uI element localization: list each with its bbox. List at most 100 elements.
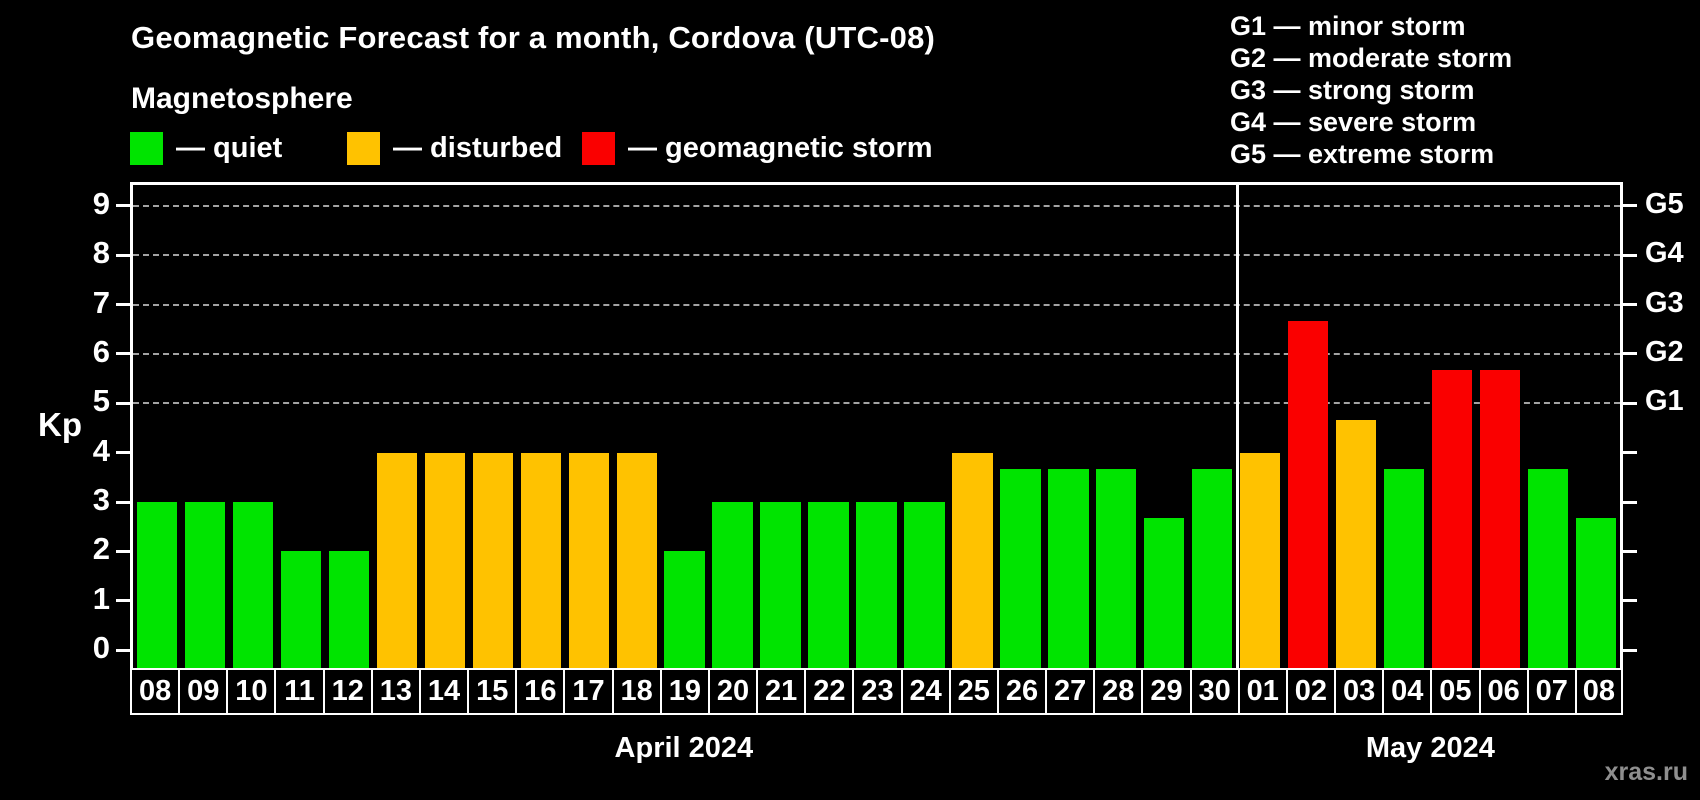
day-label-may-07: 07 xyxy=(1526,668,1577,715)
right-tick-kp6 xyxy=(1623,352,1637,356)
kp-bar-day-16-apr xyxy=(520,452,561,668)
gridline-kp8 xyxy=(133,254,1620,257)
y-tick-label-3: 3 xyxy=(92,482,110,518)
watermark-xras: xras.ru xyxy=(1604,758,1688,786)
day-label-may-05: 05 xyxy=(1430,668,1481,715)
left-tick-kp9 xyxy=(116,204,130,208)
kp-bar-day-05-may xyxy=(1431,370,1473,668)
x-axis-day-labels: 08 09 10 11 12 13 14 15 16 17 18 19 20 21 22 23 24 25 26 27… xyxy=(130,668,1623,715)
right-tick-kp9 xyxy=(1623,204,1637,208)
kp-bar-day-17-apr xyxy=(568,452,609,668)
g-legend-line-g3: G3 — strong storm xyxy=(1230,75,1475,105)
kp-bar-day-15-apr xyxy=(472,452,513,668)
y-tick-label-0: 0 xyxy=(92,630,110,666)
kp-bar-day-19-apr xyxy=(664,551,705,668)
day-label-apr-18: 18 xyxy=(611,668,662,715)
kp-bar-day-01-may xyxy=(1240,452,1281,668)
y-tick-label-6: 6 xyxy=(92,333,110,369)
kp-bar-day-22-apr xyxy=(808,502,849,668)
day-label-apr-28: 28 xyxy=(1093,668,1144,715)
left-tick-kp8 xyxy=(116,253,130,257)
g-legend-line-g1: G1 — minor storm xyxy=(1230,11,1466,41)
day-label-apr-11: 11 xyxy=(274,668,325,715)
kp-bar-day-30-apr xyxy=(1192,468,1233,668)
day-label-apr-16: 16 xyxy=(515,668,566,715)
g-legend-line-g4: G4 — severe storm xyxy=(1230,107,1477,137)
left-tick-kp1 xyxy=(116,599,130,603)
day-label-apr-23: 23 xyxy=(852,668,903,715)
kp-bar-day-12-apr xyxy=(328,551,369,668)
kp-bar-day-20-apr xyxy=(712,502,753,668)
y-tick-label-7: 7 xyxy=(92,284,110,320)
chart-subtitle-magnetosphere: Magnetosphere xyxy=(131,82,353,115)
kp-bar-day-18-apr xyxy=(616,452,657,668)
kp-bar-day-02-may xyxy=(1288,320,1329,668)
day-label-apr-25: 25 xyxy=(948,668,999,715)
day-label-may-04: 04 xyxy=(1382,668,1433,715)
y-tick-label-1: 1 xyxy=(92,580,110,616)
kp-bar-day-08-may xyxy=(1575,518,1617,668)
legend-item-storm: — geomagnetic storm xyxy=(582,130,933,166)
g-tick-label-g4: G4 xyxy=(1645,237,1684,270)
day-label-apr-12: 12 xyxy=(322,668,373,715)
right-tick-kp7 xyxy=(1623,303,1637,306)
kp-bar-day-11-apr xyxy=(280,551,322,668)
kp-bar-day-29-apr xyxy=(1144,518,1185,668)
month-separator-line xyxy=(1236,185,1240,668)
left-tick-kp2 xyxy=(116,549,130,553)
g-legend-line-g2: G2 — moderate storm xyxy=(1230,43,1513,73)
right-tick-kp0 xyxy=(1623,648,1637,652)
day-label-apr-19: 19 xyxy=(659,668,710,715)
kp-bar-day-09-apr xyxy=(184,502,226,668)
left-tick-kp7 xyxy=(116,303,130,306)
g-tick-label-g2: G2 xyxy=(1645,335,1684,368)
kp-bar-day-24-apr xyxy=(904,502,945,668)
legend-label-quiet: — quiet xyxy=(176,131,283,164)
left-tick-kp3 xyxy=(116,500,130,504)
kp-bar-day-25-apr xyxy=(952,452,993,668)
day-label-apr-09: 09 xyxy=(178,668,229,715)
legend-label-disturbed: — disturbed xyxy=(393,131,563,164)
kp-bar-day-10-apr xyxy=(232,502,274,668)
day-label-may-01: 01 xyxy=(1237,668,1288,715)
kp-bar-day-06-may xyxy=(1479,370,1521,668)
right-tick-kp4 xyxy=(1623,451,1637,455)
kp-bar-day-04-may xyxy=(1383,468,1425,668)
gridline-kp6 xyxy=(133,352,1620,355)
g-scale-legend: G1 — minor storm G2 — moderate storm G3 — … xyxy=(1230,10,1512,170)
day-label-apr-14: 14 xyxy=(418,668,470,715)
day-label-apr-20: 20 xyxy=(707,668,759,715)
legend-swatch-storm xyxy=(582,131,615,165)
legend-swatch-quiet xyxy=(130,131,163,165)
day-label-apr-27: 27 xyxy=(1045,668,1096,715)
day-label-apr-24: 24 xyxy=(900,668,951,715)
day-label-apr-30: 30 xyxy=(1189,668,1240,715)
y-tick-label-5: 5 xyxy=(92,383,110,419)
kp-bar-day-03-may xyxy=(1336,419,1377,668)
kp-bar-day-14-apr xyxy=(424,452,465,668)
gridline-kp9 xyxy=(133,204,1620,207)
left-tick-kp5 xyxy=(116,401,130,405)
day-label-apr-15: 15 xyxy=(467,668,518,715)
gridline-kp7 xyxy=(133,303,1620,306)
kp-bar-day-13-apr xyxy=(376,452,417,668)
kp-bar-day-07-may xyxy=(1527,468,1569,668)
legend-label-storm: — geomagnetic storm xyxy=(628,131,933,164)
day-label-may-02: 02 xyxy=(1285,668,1337,715)
kp-bar-day-26-apr xyxy=(1000,468,1041,668)
right-tick-kp8 xyxy=(1623,253,1637,257)
y-tick-label-4: 4 xyxy=(92,432,110,468)
left-tick-kp0 xyxy=(116,648,130,652)
day-label-apr-17: 17 xyxy=(563,668,614,715)
day-label-apr-29: 29 xyxy=(1141,668,1192,715)
legend-item-quiet: — quiet xyxy=(130,130,282,166)
kp-bar-day-27-apr xyxy=(1048,468,1089,668)
right-tick-kp2 xyxy=(1623,549,1637,553)
day-label-apr-21: 21 xyxy=(756,668,807,715)
kp-bar-day-28-apr xyxy=(1096,468,1137,668)
g-tick-label-g5: G5 xyxy=(1645,187,1684,220)
chart-title: Geomagnetic Forecast for a month, Cordov… xyxy=(131,20,936,55)
kp-bar-day-08-apr xyxy=(136,502,178,668)
y-tick-label-2: 2 xyxy=(92,531,110,567)
day-label-apr-26: 26 xyxy=(996,668,1048,715)
